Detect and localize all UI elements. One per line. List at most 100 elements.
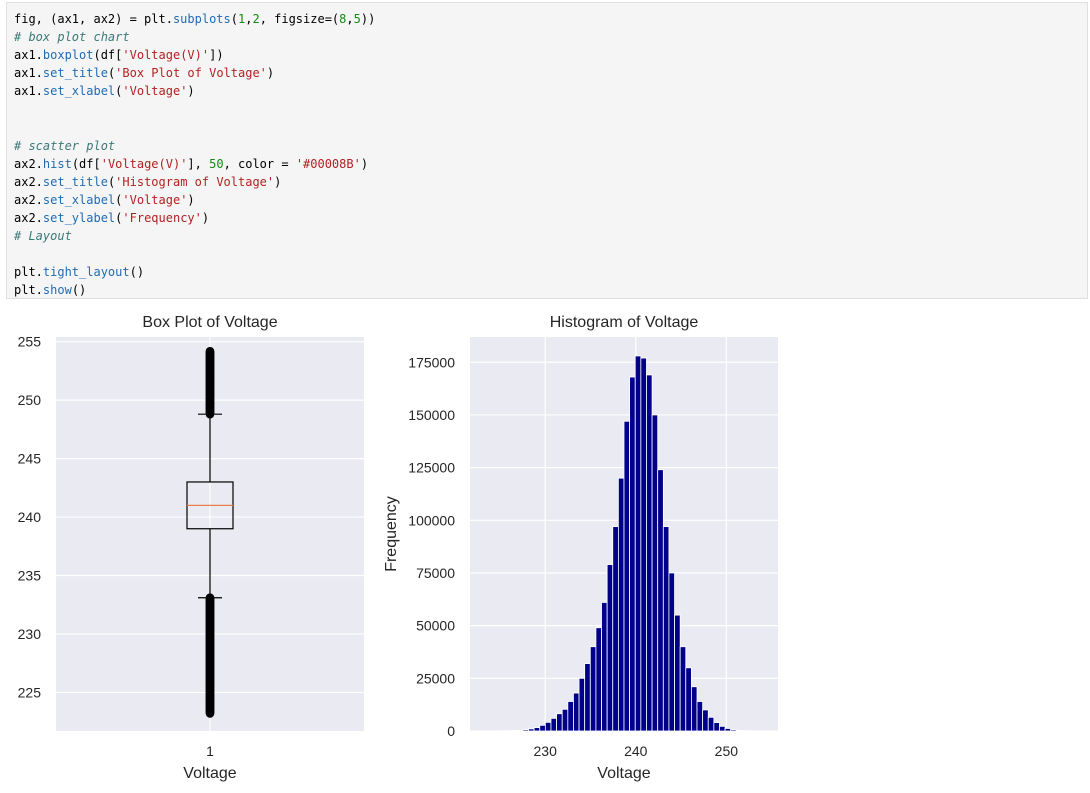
histogram-bar xyxy=(714,723,720,731)
y-tick-label: 250 xyxy=(18,392,42,408)
histogram-bar xyxy=(607,565,613,731)
code-token: , figsize=( xyxy=(260,12,339,26)
code-token: ) xyxy=(267,66,274,80)
y-tick-label: 0 xyxy=(447,723,455,739)
histogram-bar xyxy=(568,702,574,731)
code-token: () xyxy=(130,265,144,279)
code-line[interactable]: ax1.boxplot(df['Voltage(V)']) xyxy=(14,46,1087,64)
histogram-axes: 0250005000075000100000125000150000175000… xyxy=(383,314,778,782)
y-tick-label: 50000 xyxy=(416,618,455,634)
code-line[interactable]: # Layout xyxy=(14,227,1087,245)
histogram-x-axis-label: Voltage xyxy=(597,765,650,782)
y-tick-label: 235 xyxy=(18,568,42,584)
code-token: (df[ xyxy=(72,157,101,171)
code-token: set_xlabel xyxy=(43,84,115,98)
histogram-bar xyxy=(517,730,523,731)
code-token: # Layout xyxy=(14,229,72,243)
x-tick-label: 1 xyxy=(206,743,214,759)
histogram-bar xyxy=(562,709,568,731)
code-token: ) xyxy=(361,157,368,171)
code-token: hist xyxy=(43,157,72,171)
code-token: set_ylabel xyxy=(43,211,115,225)
code-token: fig, (ax1, ax2) = plt. xyxy=(14,12,173,26)
histogram-bar xyxy=(646,375,652,731)
code-token: () xyxy=(72,283,86,297)
figure: 225 230 235 240 245 250 255 1 Box Plot of Volt… xyxy=(0,305,1090,788)
y-tick-label: 225 xyxy=(18,684,42,700)
code-token: set_title xyxy=(43,66,108,80)
code-line[interactable]: plt.show() xyxy=(14,281,1087,299)
histogram-bar xyxy=(596,628,602,731)
histogram-bar xyxy=(703,710,709,731)
histogram-bar xyxy=(708,717,714,731)
y-tick-label: 125000 xyxy=(408,460,455,476)
x-tick-label: 230 xyxy=(534,743,558,759)
histogram-y-axis-label: Frequency xyxy=(383,496,400,572)
code-editor[interactable]: fig, (ax1, ax2) = plt.subplots(1,2, figs… xyxy=(14,10,1087,300)
histogram-bar xyxy=(540,725,546,731)
code-token: 'Voltage' xyxy=(122,84,187,98)
code-token: show xyxy=(43,283,72,297)
code-line[interactable]: ax2.set_title('Histogram of Voltage') xyxy=(14,173,1087,191)
code-line[interactable]: ax1.set_title('Box Plot of Voltage') xyxy=(14,64,1087,82)
histogram-bar xyxy=(579,678,585,731)
histogram-bar xyxy=(658,470,664,731)
code-token: 'Histogram of Voltage' xyxy=(115,175,274,189)
code-line[interactable]: fig, (ax1, ax2) = plt.subplots(1,2, figs… xyxy=(14,10,1087,28)
y-tick-label: 150000 xyxy=(408,407,455,423)
code-token: ax2. xyxy=(14,211,43,225)
code-line[interactable]: # box plot chart xyxy=(14,28,1087,46)
code-token: (df[ xyxy=(93,48,122,62)
code-token: ) xyxy=(202,211,209,225)
code-cell[interactable]: fig, (ax1, ax2) = plt.subplots(1,2, figs… xyxy=(6,2,1088,299)
code-line[interactable] xyxy=(14,245,1087,263)
histogram-bar xyxy=(545,722,551,731)
code-token: subplots xyxy=(173,12,231,26)
output-area: 225 230 235 240 245 250 255 1 Box Plot of Volt… xyxy=(0,305,1090,788)
code-line[interactable] xyxy=(14,100,1087,118)
histogram-bar xyxy=(635,356,641,731)
code-line[interactable] xyxy=(14,119,1087,137)
code-token: , color = xyxy=(224,157,296,171)
code-token: 'Voltage(V)' xyxy=(101,157,188,171)
histogram-bar xyxy=(529,729,535,731)
code-token: # scatter plot xyxy=(14,139,115,153)
code-line[interactable]: ax2.hist(df['Voltage(V)'], 50, color = '… xyxy=(14,155,1087,173)
histogram-bar xyxy=(641,358,647,731)
code-line[interactable]: ax1.set_xlabel('Voltage') xyxy=(14,82,1087,100)
code-token: plt. xyxy=(14,283,43,297)
code-token: 5 xyxy=(354,12,361,26)
histogram-bar xyxy=(573,693,579,731)
code-line[interactable]: plt.tight_layout() xyxy=(14,263,1087,281)
code-line[interactable]: # scatter plot xyxy=(14,137,1087,155)
code-token: # box plot chart xyxy=(14,30,130,44)
code-token: ax1. xyxy=(14,48,43,62)
code-line[interactable]: ax2.set_ylabel('Frequency') xyxy=(14,209,1087,227)
code-token: tight_layout xyxy=(43,265,130,279)
boxplot-title: Box Plot of Voltage xyxy=(142,314,277,331)
code-token: ) xyxy=(187,84,194,98)
y-tick-label: 240 xyxy=(18,509,42,525)
histogram-bar xyxy=(523,730,529,731)
histogram-bar xyxy=(669,573,675,731)
code-token: ax2. xyxy=(14,175,43,189)
code-token: ax2. xyxy=(14,193,43,207)
histogram-bar xyxy=(736,730,742,731)
histogram-bar xyxy=(613,527,619,731)
y-tick-label: 175000 xyxy=(408,354,455,370)
y-tick-label: 245 xyxy=(18,451,42,467)
code-line[interactable]: ax2.set_xlabel('Voltage') xyxy=(14,191,1087,209)
histogram-title: Histogram of Voltage xyxy=(550,314,699,331)
code-token: ( xyxy=(231,12,238,26)
code-token: ]) xyxy=(209,48,223,62)
histogram-bar xyxy=(675,615,681,731)
y-tick-label: 255 xyxy=(18,334,42,350)
histogram-bar xyxy=(652,415,658,731)
code-token: '#00008B' xyxy=(296,157,361,171)
x-tick-label: 250 xyxy=(715,743,739,759)
histogram-bar xyxy=(630,377,636,731)
